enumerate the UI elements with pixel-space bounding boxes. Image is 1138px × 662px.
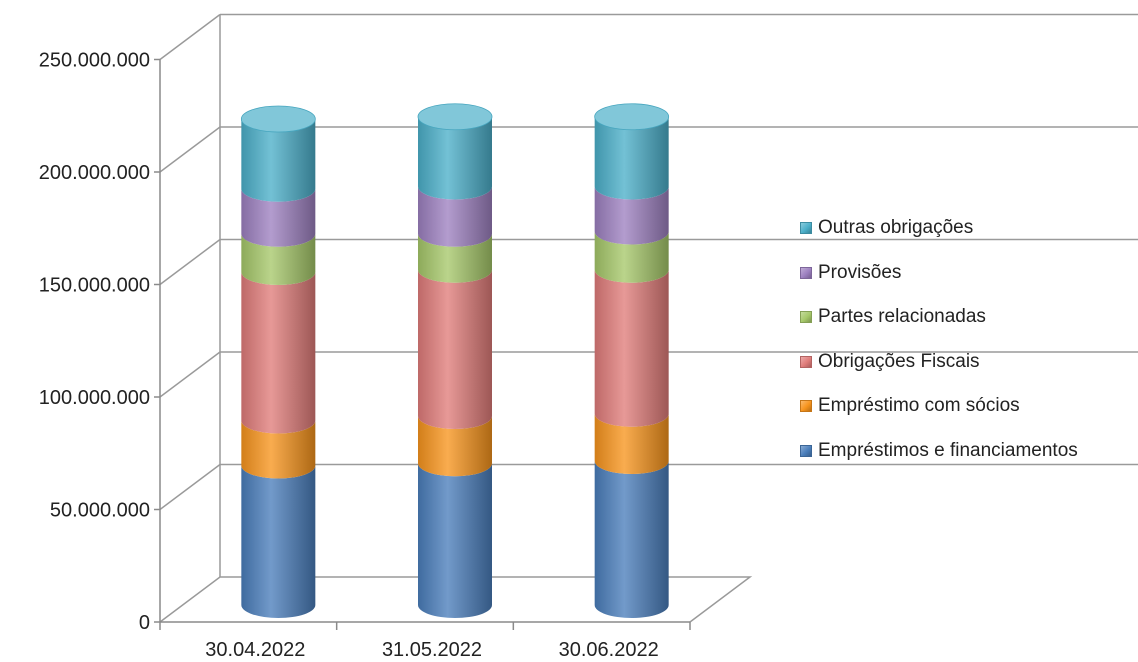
cylinder-stack (417, 103, 493, 618)
bar-segment (594, 269, 669, 427)
legend-label: Provisões (818, 261, 902, 283)
bar-segment (594, 231, 669, 283)
x-tick-label: 31.05.2022 (382, 639, 482, 661)
y-tick-label: 150.000.000 (39, 275, 150, 297)
legend-label: Outras obrigações (818, 217, 974, 239)
legend-label: Empréstimo com sócios (818, 395, 1020, 417)
legend-swatch (800, 444, 812, 457)
chart-bars (240, 103, 670, 618)
chart-legend: Outras obrigações Provisões Partes relac… (800, 206, 1078, 473)
cylinder-stack (240, 105, 316, 618)
gridline-side (159, 463, 221, 511)
bar-segment (418, 416, 492, 477)
bar-segment (418, 463, 492, 618)
cylinder-top (240, 105, 316, 133)
cylinder-top (594, 103, 670, 131)
bar-segment (241, 420, 316, 479)
legend-label: Empréstimos e financiamentos (818, 439, 1078, 461)
bar-segment (241, 119, 316, 202)
legend-item: Empréstimo com sócios (800, 384, 1078, 429)
x-tick-label: 30.06.2022 (559, 639, 659, 661)
bar-segment (418, 269, 492, 429)
bar-segment (418, 116, 492, 200)
bar-segment (594, 116, 669, 200)
legend-item: Provisões (800, 251, 1078, 296)
legend-swatch (800, 266, 812, 279)
bar-segment (594, 186, 669, 245)
y-tick-label: 50.000.000 (50, 500, 150, 522)
legend-swatch (800, 222, 812, 235)
bar-segment (241, 272, 316, 434)
bar-segment (241, 188, 316, 247)
gridline-side (159, 13, 221, 61)
cylinder-top (417, 103, 493, 131)
y-tick-label: 200.000.000 (39, 162, 150, 184)
legend-label: Partes relacionadas (818, 306, 986, 328)
chart-axes: 0 50.000.000 100.000.000 150.000.000 200.000… (39, 50, 691, 661)
legend-item: Empréstimos e financiamentos (800, 429, 1078, 474)
gridline-side (159, 126, 221, 173)
y-tick-label: 100.000.000 (39, 387, 150, 409)
legend-item: Obrigações Fiscais (800, 340, 1078, 385)
y-tick-label: 250.000.000 (39, 50, 150, 72)
legend-item: Partes relacionadas (800, 295, 1078, 340)
legend-swatch (800, 400, 812, 413)
bar-segment (241, 233, 316, 285)
cylinder-stack (594, 103, 670, 618)
gridline-side (159, 238, 221, 286)
x-tick-label: 30.04.2022 (205, 639, 305, 661)
legend-swatch (800, 355, 812, 368)
legend-label: Obrigações Fiscais (818, 350, 980, 372)
bar-segment (418, 233, 492, 283)
y-tick-label: 0 (139, 612, 150, 634)
legend-item: Outras obrigações (800, 206, 1078, 251)
chart-walls (159, 13, 1138, 623)
bar-segment (241, 465, 316, 618)
bar-segment (594, 461, 669, 618)
bar-segment (594, 413, 669, 475)
bar-segment (418, 186, 492, 247)
legend-swatch (800, 311, 812, 324)
gridline-side (159, 351, 221, 398)
